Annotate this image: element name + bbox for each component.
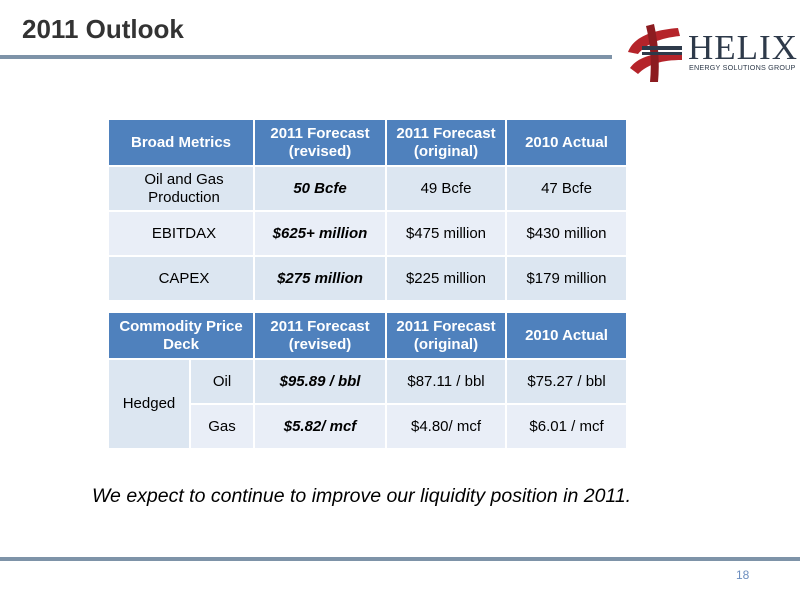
row-label: Oil: [191, 360, 254, 403]
original-value: $225 million: [387, 257, 505, 300]
revised-value: $625+ million: [255, 212, 385, 255]
commodity-price-deck-table: Commodity Price Deck 2011 Forecast (revi…: [107, 311, 628, 450]
original-value: $4.80/ mcf: [387, 405, 506, 448]
revised-value: $95.89 / bbl: [255, 360, 386, 403]
group-label: Hedged: [109, 360, 189, 448]
slide-title: 2011 Outlook: [22, 14, 184, 44]
column-header: 2011 Forecast (original): [387, 120, 505, 165]
row-label: CAPEX: [109, 257, 253, 300]
column-header: 2011 Forecast (original): [387, 313, 506, 358]
table-row: Gas $5.82/ mcf $4.80/ mcf $6.01 / mcf: [109, 405, 627, 448]
revised-value: 50 Bcfe: [255, 167, 385, 210]
actual-value: $75.27 / bbl: [507, 360, 627, 403]
original-value: $87.11 / bbl: [387, 360, 506, 403]
table-header-row: Broad Metrics 2011 Forecast (revised) 20…: [109, 120, 626, 165]
title-rule: [0, 55, 612, 59]
broad-metrics-table: Broad Metrics 2011 Forecast (revised) 20…: [107, 118, 628, 302]
original-value: $475 million: [387, 212, 505, 255]
logo-tagline: ENERGY SOLUTIONS GROUP: [689, 63, 796, 72]
row-label: EBITDAX: [109, 212, 253, 255]
column-header: Broad Metrics: [109, 120, 253, 165]
column-header: 2011 Forecast (revised): [255, 313, 386, 358]
actual-value: $430 million: [507, 212, 626, 255]
table-row: Oil and Gas Production 50 Bcfe 49 Bcfe 4…: [109, 167, 626, 210]
column-header: 2010 Actual: [507, 120, 626, 165]
column-header: Commodity Price Deck: [109, 313, 254, 358]
liquidity-statement: We expect to continue to improve our liq…: [92, 485, 632, 507]
column-header: 2010 Actual: [507, 313, 627, 358]
actual-value: $179 million: [507, 257, 626, 300]
original-value: 49 Bcfe: [387, 167, 505, 210]
table-row: Hedged Oil $95.89 / bbl $87.11 / bbl $75…: [109, 360, 627, 448]
column-header: 2011 Forecast (revised): [255, 120, 385, 165]
footer-rule: [0, 557, 800, 561]
helix-logo-icon: [628, 24, 682, 82]
table-header-row: Commodity Price Deck 2011 Forecast (revi…: [109, 313, 627, 358]
row-label: Oil and Gas Production: [109, 167, 253, 210]
actual-value: $6.01 / mcf: [507, 405, 627, 448]
page-number: 18: [736, 568, 750, 582]
revised-value: $275 million: [255, 257, 385, 300]
actual-value: 47 Bcfe: [507, 167, 626, 210]
logo-name: HELIX: [688, 28, 798, 67]
table-row: CAPEX $275 million $225 million $179 mil…: [109, 257, 626, 300]
revised-value: $5.82/ mcf: [255, 405, 386, 448]
row-label: Gas: [191, 405, 254, 448]
table-row: EBITDAX $625+ million $475 million $430 …: [109, 212, 626, 255]
